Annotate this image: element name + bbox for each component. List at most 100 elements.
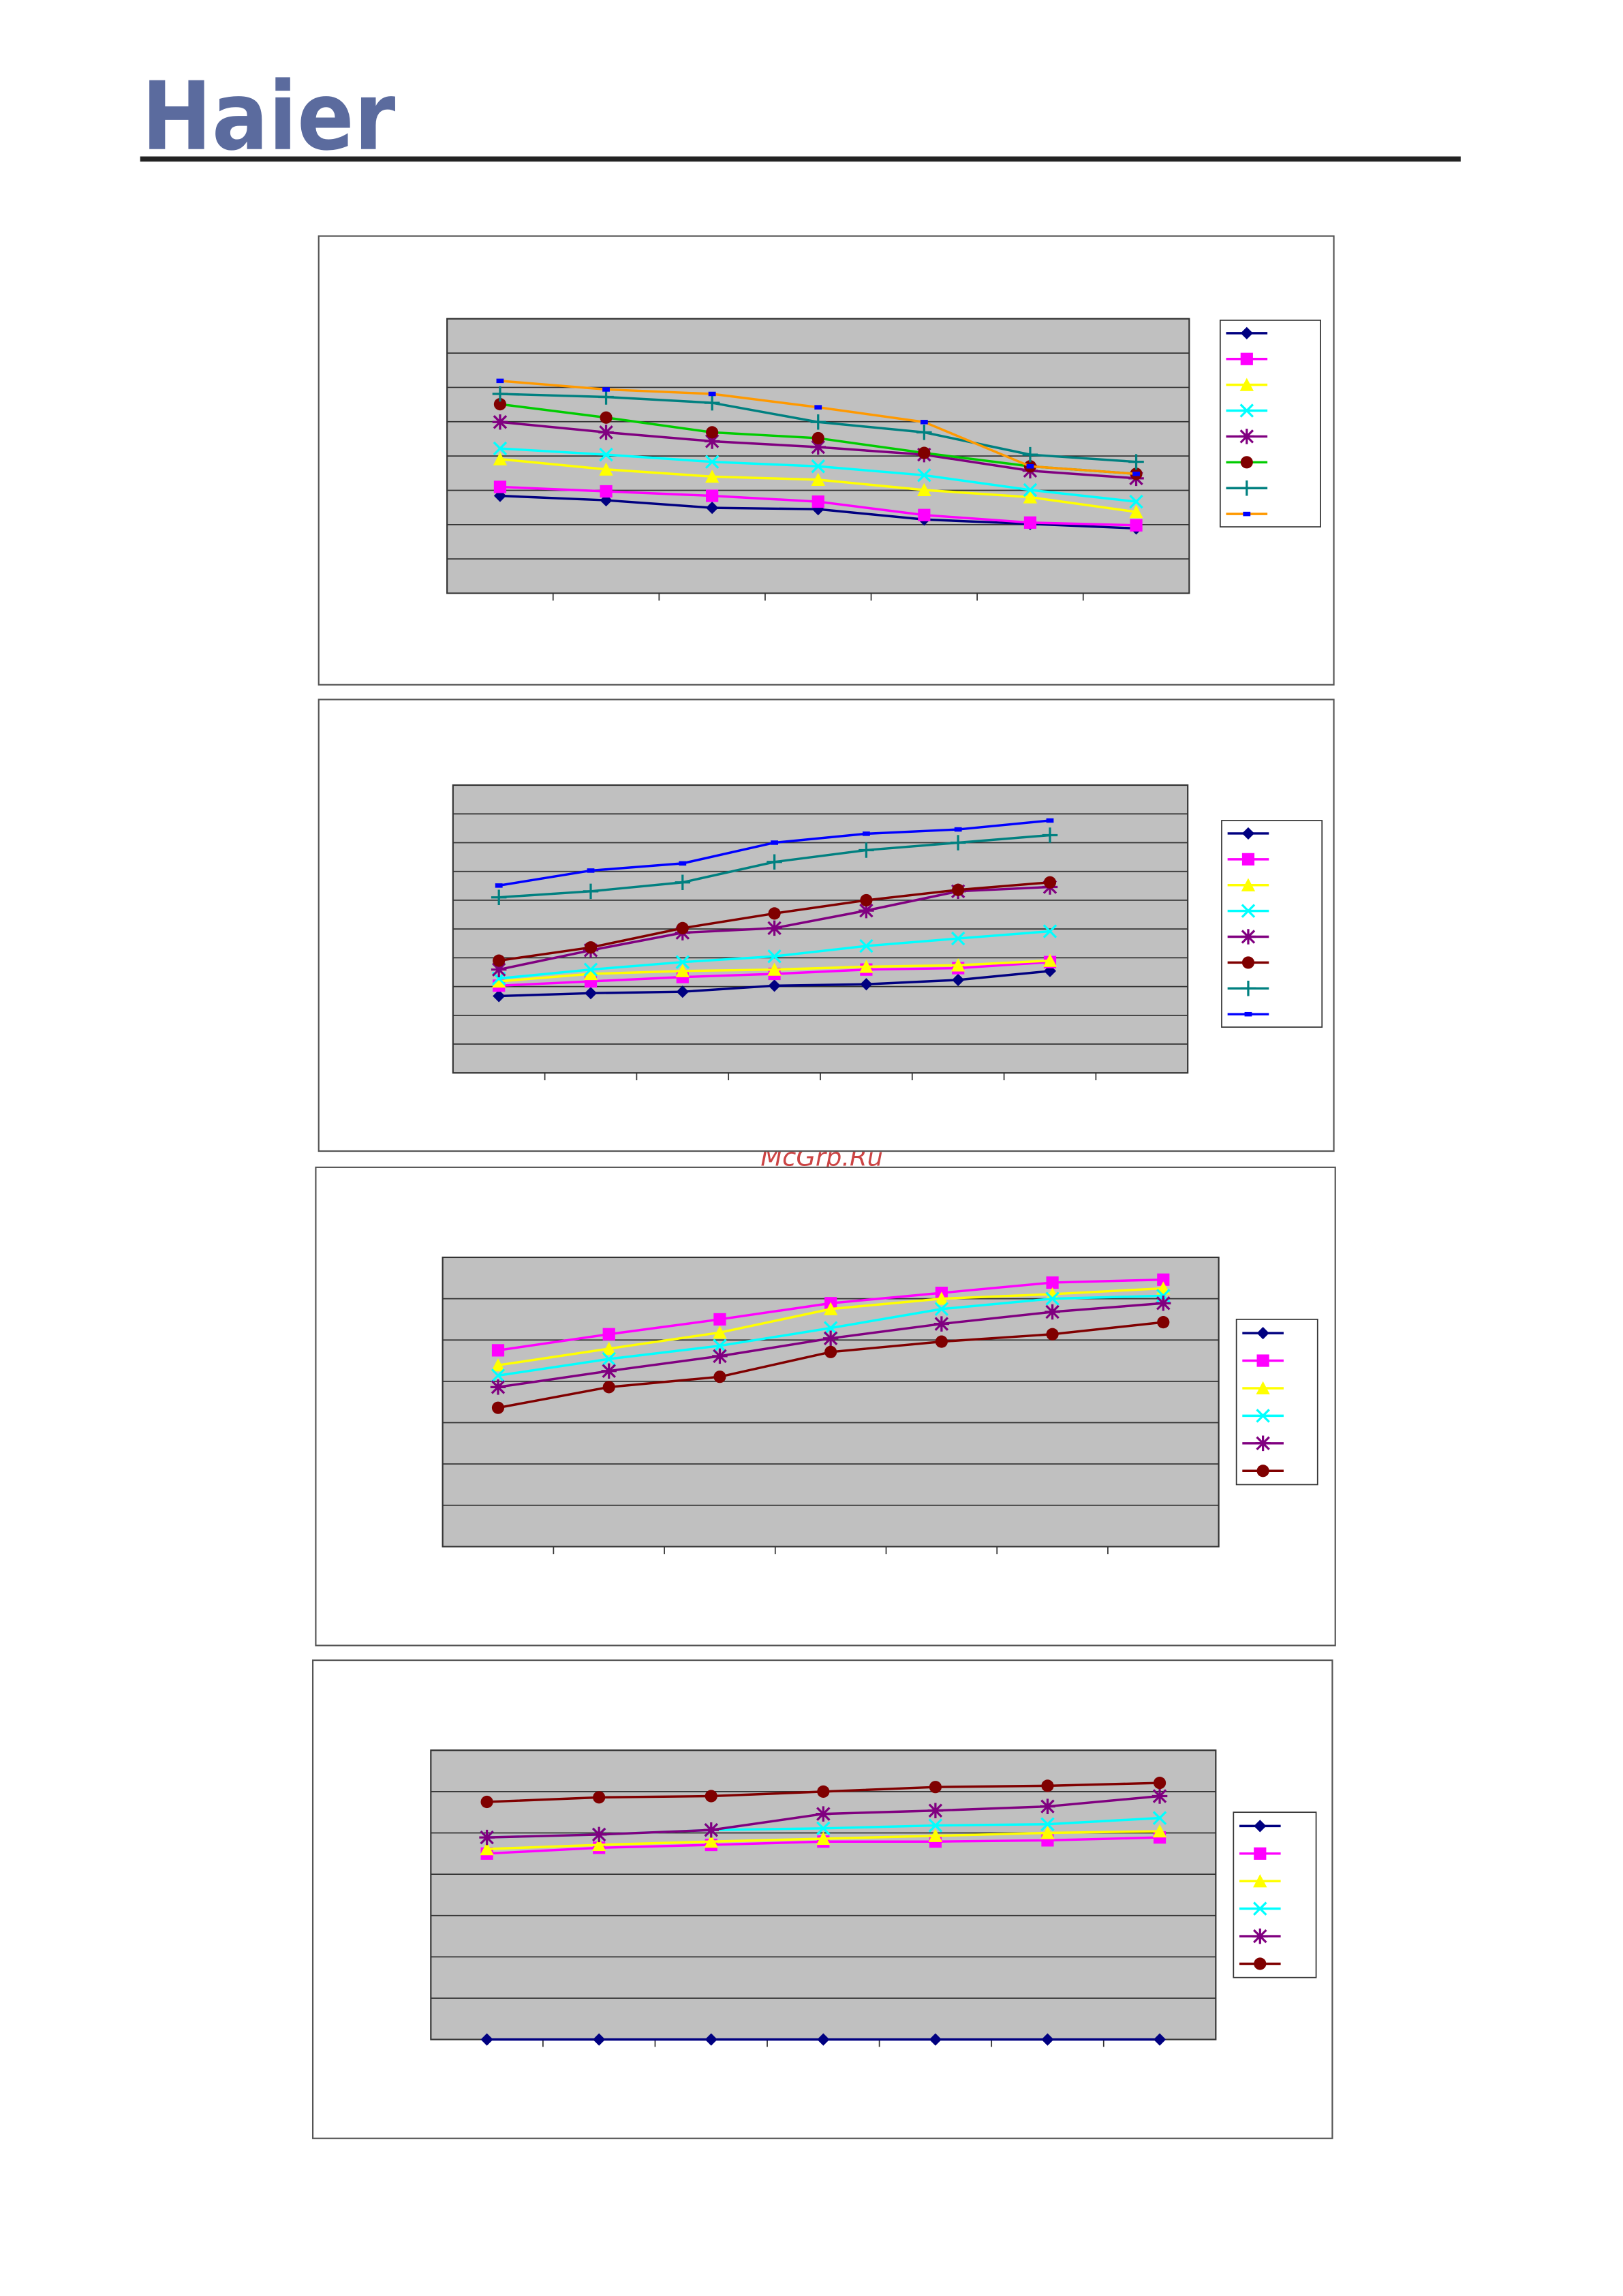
legend-marker [1256,1381,1270,1395]
data-point [1046,818,1054,823]
data-point [713,1338,727,1353]
data-point [1129,505,1143,519]
data-point [1153,2033,1166,2046]
data-point [1022,446,1038,463]
data-point [591,1826,607,1843]
legend [1221,820,1323,1028]
data-point [859,938,874,953]
legend-marker [1255,1435,1271,1452]
data-point [1132,472,1140,476]
data-point [598,389,614,405]
data-point [933,1316,950,1332]
data-point [951,958,965,972]
data-point [491,1401,505,1414]
data-point [675,955,690,969]
data-point [479,1829,495,1846]
legend-marker [1241,878,1256,891]
legend-marker [1253,1874,1267,1888]
data-point [492,386,508,402]
data-point [1023,490,1038,504]
data-point [1045,1291,1060,1306]
data-point [492,974,506,988]
data-point [1042,953,1057,967]
data-point [1023,516,1037,529]
data-point [816,1821,831,1836]
data-point [704,433,720,449]
legend-marker [1240,981,1256,996]
data-point [491,1344,505,1357]
data-point [1151,1788,1168,1804]
data-point [859,842,874,858]
data-point [1041,1779,1054,1792]
data-point [705,2033,717,2046]
data-point [920,420,928,425]
data-point [811,472,825,486]
data-point [817,2033,830,2046]
data-point [1156,1296,1171,1311]
data-point [583,962,598,977]
data-point [952,883,965,896]
legend-marker [1241,956,1255,969]
legend-marker [1239,429,1255,444]
data-point [934,1302,949,1316]
data-point [493,441,508,456]
logo: Haier [142,61,395,172]
data-point [1045,1287,1060,1301]
legend-marker [1240,929,1256,945]
data-point [823,1302,838,1315]
data-point [812,431,824,445]
data-point [705,455,720,469]
legend-marker [1256,1409,1270,1423]
data-point [584,987,598,1000]
data-point [1041,2033,1054,2046]
data-point [768,979,781,992]
data-point [860,893,873,907]
data-point [1042,827,1058,843]
data-point [1130,519,1143,532]
legend-marker [1239,378,1254,391]
data-point [600,411,613,424]
data-point [583,966,598,981]
data-point [1157,1273,1170,1286]
data-point [708,391,716,397]
data-point [929,2033,942,2046]
data-point [1157,1316,1170,1329]
data-point [713,1326,727,1339]
data-point [704,1835,718,1848]
data-point [918,508,931,521]
legend-marker [1239,480,1255,496]
data-point [862,831,870,836]
data-point [1023,483,1038,498]
data-point [1152,1824,1167,1838]
data-point [599,462,613,476]
data-point [859,960,874,973]
data-point [859,902,874,919]
data-point [493,954,506,967]
legend-marker [1239,403,1254,418]
data-point [706,426,719,439]
data-point [1128,454,1144,470]
data-point [599,447,613,462]
data-point [950,835,966,851]
data-point [584,941,598,954]
legend-marker [1241,904,1256,918]
data-point [810,439,826,455]
data-point [676,985,689,998]
data-point [491,962,507,977]
data-point [1152,1811,1167,1825]
data-point [705,470,720,483]
legend-marker [1240,352,1253,365]
data-point [822,1330,839,1347]
data-point [675,874,691,891]
legend [1219,320,1321,527]
data-point [935,1335,948,1348]
data-point [771,840,779,845]
data-point [1026,463,1034,469]
data-point [1040,1817,1055,1831]
data-point [591,1837,606,1852]
legend-marker [1243,511,1251,517]
data-point [812,495,824,508]
data-point [583,883,599,900]
